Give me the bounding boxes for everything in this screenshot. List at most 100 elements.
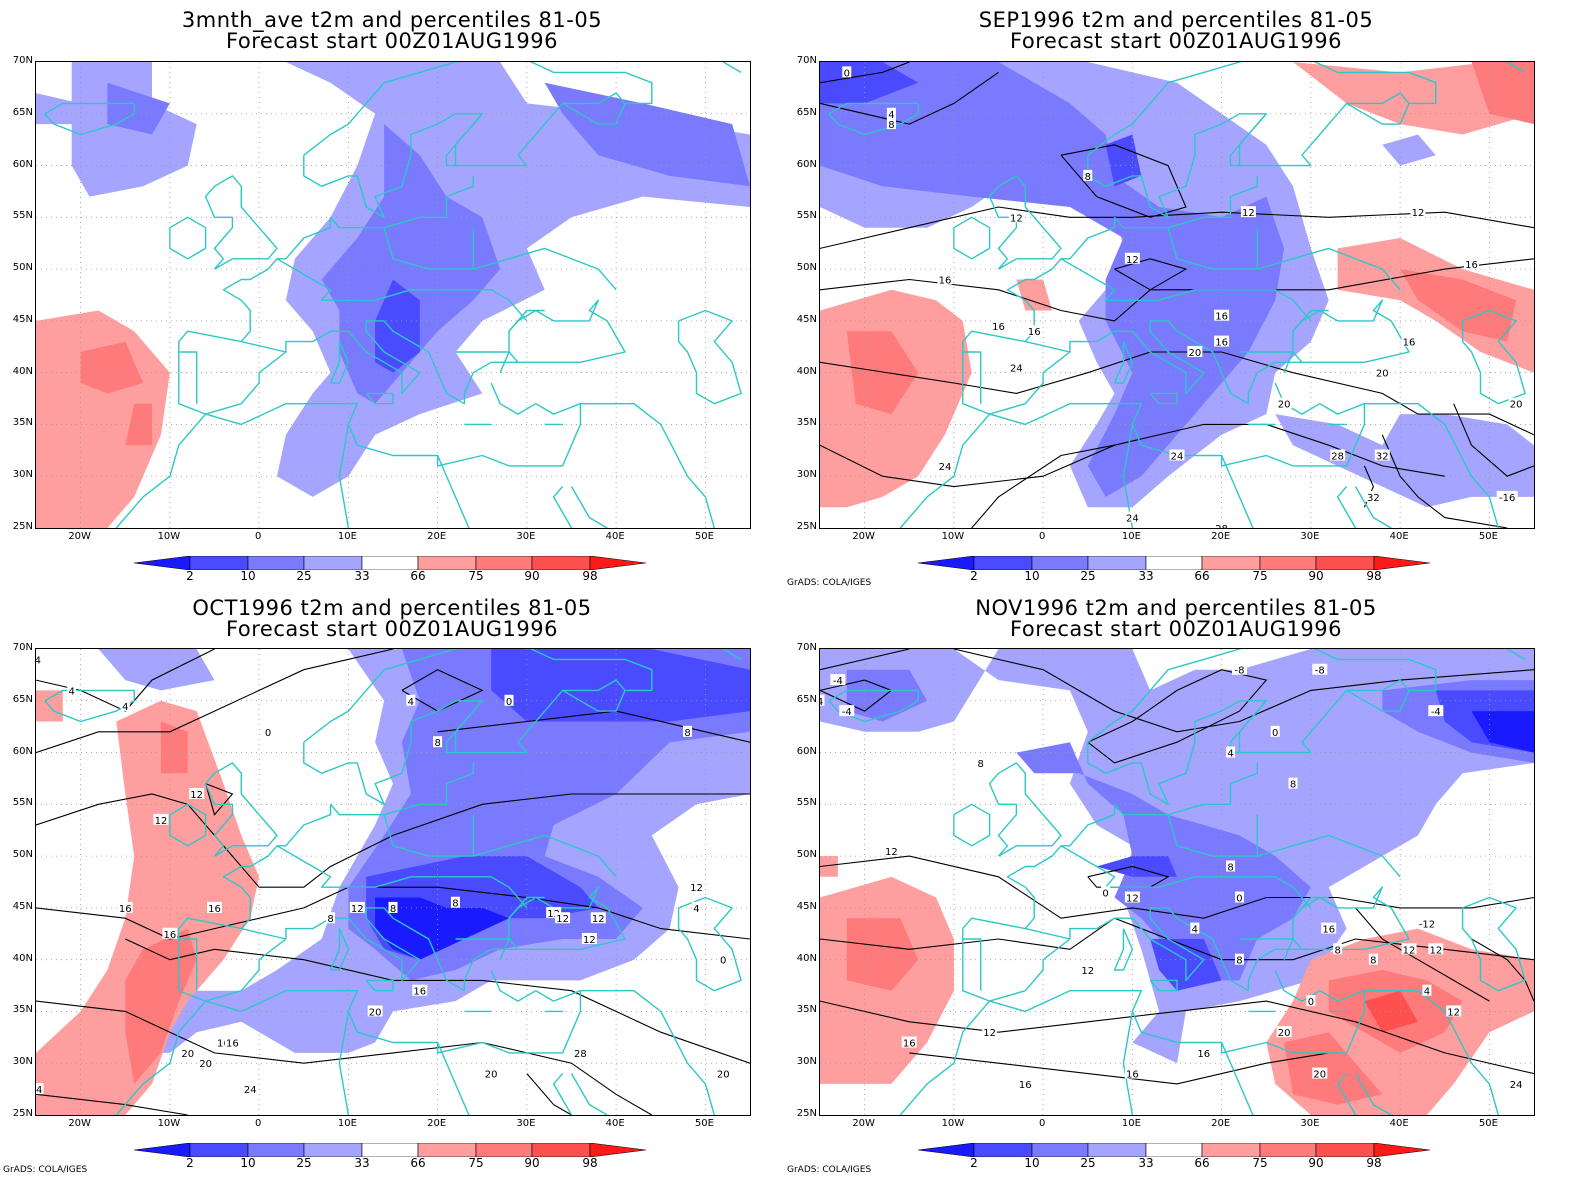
- contour-label: 20: [1276, 1026, 1292, 1039]
- contour-label: 8: [976, 756, 986, 770]
- percentile-shade: [1293, 62, 1534, 135]
- contour-label: 0: [1101, 886, 1111, 899]
- svg-text:16: 16: [1197, 1049, 1210, 1060]
- coastline: [436, 455, 470, 528]
- colorbar-segment: [189, 556, 249, 570]
- coastline: [1292, 896, 1329, 919]
- colorbar-segment: [247, 556, 305, 570]
- contour-label: -4: [839, 705, 855, 718]
- contour-label: 16: [162, 927, 178, 941]
- percentile-shade: [107, 82, 170, 135]
- contour-label: 8: [433, 736, 443, 749]
- contour-label: -4: [36, 653, 44, 666]
- title-line-1: SEP1996 t2m and percentiles 81-05: [978, 8, 1374, 32]
- coastline: [1257, 834, 1401, 878]
- svg-text:16: 16: [992, 322, 1005, 333]
- colorbar-segment: [1315, 556, 1375, 570]
- isotherm-line: [1453, 403, 1534, 477]
- colorbar-segment: [589, 556, 647, 570]
- title-line-2: Forecast start 00Z01AUG1996: [226, 29, 558, 53]
- svg-text:16: 16: [939, 275, 952, 286]
- contour-label: 16: [937, 273, 953, 286]
- colorbar-segment: [1259, 556, 1317, 570]
- latitude-label: 60N: [796, 158, 817, 170]
- contour-label: 8: [1234, 953, 1244, 967]
- svg-text:8: 8: [327, 914, 333, 925]
- contour-label: 4: [67, 684, 77, 697]
- svg-text:16: 16: [1215, 312, 1228, 323]
- percentile-shade: [1400, 269, 1517, 342]
- isotherm-line: [820, 649, 910, 671]
- coastline: [338, 424, 350, 528]
- coastline: [1239, 351, 1294, 373]
- svg-text:16: 16: [217, 1039, 230, 1050]
- svg-text:12: 12: [1412, 208, 1425, 219]
- svg-text:16: 16: [164, 930, 177, 941]
- percentile-shade: [36, 310, 170, 528]
- contour-label: 20: [180, 1046, 196, 1060]
- colorbar-label: 90: [1308, 1156, 1324, 1170]
- coastline: [1167, 814, 1258, 857]
- colorbar-segment: [1201, 556, 1261, 570]
- svg-text:4: 4: [408, 697, 414, 708]
- coastline: [455, 938, 510, 960]
- svg-text:24: 24: [1510, 1080, 1523, 1091]
- percentile-shade: [544, 82, 750, 187]
- svg-text:12: 12: [1126, 255, 1139, 266]
- coastline: [1364, 403, 1473, 477]
- coastline: [1167, 227, 1258, 270]
- coastline: [988, 175, 1062, 270]
- latitude-label: 65N: [12, 693, 33, 705]
- coastline: [303, 62, 653, 219]
- svg-text:0: 0: [506, 697, 512, 708]
- latitude-label: 45N: [12, 313, 33, 325]
- latitude-label: 65N: [796, 106, 817, 118]
- percentile-shade: [1382, 134, 1436, 166]
- coastline: [1220, 1042, 1254, 1115]
- latitude-label: 40N: [796, 365, 817, 377]
- latitude-label: 55N: [796, 797, 817, 809]
- colorbar-label: 10: [240, 1156, 256, 1170]
- grads-credit: GrADS: COLA/IGES: [3, 1165, 88, 1175]
- longitude-label: 30E: [516, 531, 536, 542]
- latitude-label: 70N: [12, 55, 33, 66]
- contour-label: 12: [546, 907, 562, 920]
- svg-text:8: 8: [1227, 862, 1233, 873]
- panel-title: 3mnth_ave t2m and percentiles 81-05 Fore…: [35, 10, 749, 52]
- colorbar-label: 98: [582, 569, 598, 583]
- coastline: [580, 990, 689, 1064]
- svg-text:8: 8: [1236, 956, 1242, 967]
- longitude-label: 20E: [427, 531, 447, 542]
- latitude-label: 30N: [12, 469, 33, 481]
- latitude-label: 50N: [12, 849, 33, 861]
- coastline: [508, 309, 545, 332]
- contour-label: 0: [504, 694, 514, 708]
- svg-text:20: 20: [369, 1007, 382, 1018]
- contour-label: 8: [886, 118, 896, 131]
- latitude-label: 70N: [796, 55, 817, 66]
- coastline: [204, 175, 278, 270]
- isotherm-line: [1471, 938, 1534, 1002]
- title-line-1: 3mnth_ave t2m and percentiles 81-05: [181, 8, 603, 32]
- colorbar-segment: [247, 1143, 305, 1157]
- isotherm-line: [36, 793, 750, 888]
- latitude-label: 50N: [796, 262, 817, 274]
- coastline: [44, 102, 135, 136]
- coastline: [1025, 340, 1071, 353]
- coastline: [454, 113, 483, 166]
- title-line-2: Forecast start 00Z01AUG1996: [1010, 29, 1342, 53]
- coastline: [722, 649, 742, 661]
- colorbar-label: 33: [354, 569, 370, 583]
- percentile-shade: [1471, 62, 1534, 125]
- colorbar-segment: [1373, 1143, 1431, 1157]
- colorbar-label: 33: [354, 1156, 370, 1170]
- svg-text:12: 12: [1242, 208, 1255, 219]
- contour-label: 16: [1214, 335, 1230, 349]
- longitude-label: 20E: [1211, 531, 1231, 542]
- svg-text:8: 8: [1290, 780, 1296, 791]
- svg-text:20: 20: [199, 1059, 212, 1070]
- latitude-label: 30N: [12, 1056, 33, 1068]
- latitude-label: 45N: [796, 900, 817, 912]
- latitude-label: 60N: [12, 158, 33, 170]
- colorbar-label: 10: [240, 569, 256, 583]
